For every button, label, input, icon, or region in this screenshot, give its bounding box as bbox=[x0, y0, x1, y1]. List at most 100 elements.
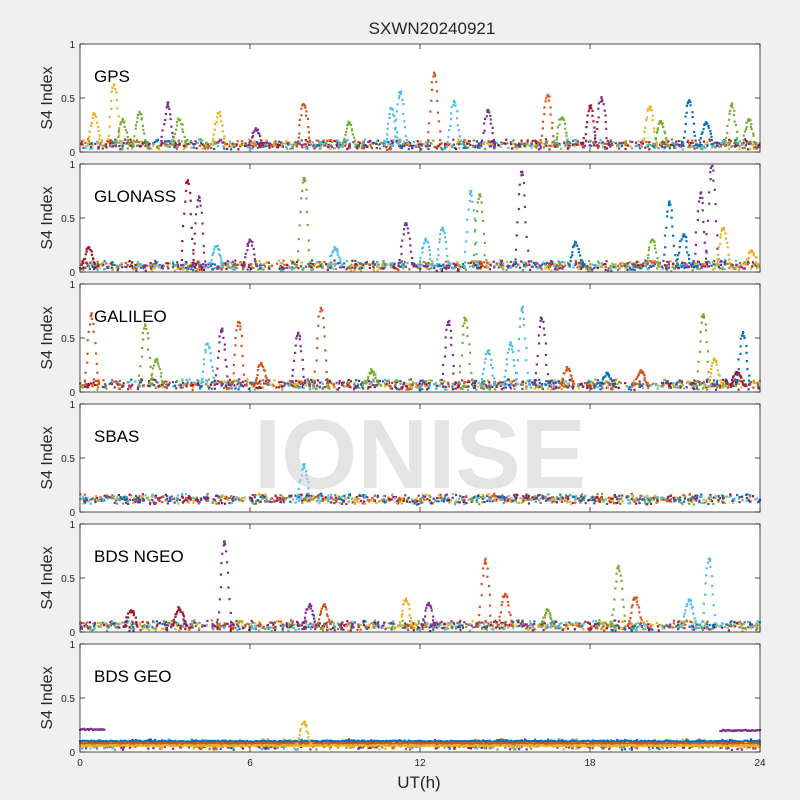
data-point bbox=[223, 380, 226, 383]
data-point bbox=[330, 145, 334, 148]
data-point bbox=[641, 386, 644, 389]
data-point bbox=[714, 388, 717, 391]
data-point bbox=[117, 115, 120, 118]
data-point bbox=[651, 114, 654, 117]
data-point bbox=[310, 268, 313, 271]
data-point bbox=[181, 378, 184, 381]
data-point bbox=[379, 267, 382, 270]
data-point bbox=[744, 144, 747, 147]
data-point bbox=[261, 139, 264, 142]
data-point bbox=[206, 385, 209, 388]
data-point bbox=[96, 263, 99, 266]
data-point bbox=[131, 143, 134, 146]
data-point bbox=[752, 140, 755, 144]
data-point bbox=[387, 379, 390, 382]
data-point bbox=[553, 268, 556, 271]
data-point bbox=[642, 370, 645, 373]
data-point bbox=[300, 139, 303, 142]
data-point bbox=[544, 100, 547, 103]
data-point bbox=[526, 139, 529, 142]
data-point bbox=[701, 314, 704, 317]
data-point bbox=[84, 253, 87, 256]
data-point bbox=[700, 145, 703, 148]
data-point bbox=[302, 368, 305, 371]
data-point bbox=[256, 374, 259, 377]
data-point bbox=[179, 383, 182, 386]
data-point bbox=[584, 133, 587, 136]
data-point bbox=[731, 382, 734, 385]
data-point bbox=[589, 383, 593, 386]
data-point bbox=[482, 367, 485, 371]
data-point bbox=[571, 387, 575, 390]
data-point bbox=[186, 143, 189, 146]
data-point bbox=[467, 140, 470, 143]
data-point bbox=[306, 117, 309, 120]
data-point bbox=[337, 146, 341, 150]
data-point bbox=[614, 141, 617, 145]
data-point bbox=[497, 382, 500, 385]
data-point bbox=[734, 143, 737, 146]
constellation-label: GPS bbox=[94, 67, 130, 86]
data-point bbox=[88, 267, 91, 270]
data-point bbox=[661, 385, 664, 388]
data-point bbox=[509, 380, 512, 383]
data-point bbox=[674, 264, 678, 267]
data-point bbox=[375, 147, 378, 150]
data-point bbox=[195, 147, 198, 150]
data-point bbox=[251, 135, 255, 138]
data-point bbox=[299, 381, 302, 384]
data-point bbox=[369, 145, 372, 148]
data-point bbox=[739, 145, 742, 148]
data-point bbox=[385, 146, 388, 149]
data-point bbox=[521, 311, 524, 314]
data-point bbox=[449, 124, 452, 128]
data-point bbox=[730, 103, 733, 106]
data-point bbox=[489, 114, 492, 117]
data-point bbox=[178, 498, 181, 501]
data-point bbox=[745, 351, 748, 354]
data-point bbox=[201, 147, 204, 150]
data-point bbox=[149, 262, 152, 265]
data-point bbox=[242, 142, 245, 145]
data-point bbox=[558, 123, 561, 126]
data-point bbox=[500, 383, 503, 386]
y-tick-label: 0 bbox=[69, 148, 75, 159]
data-point bbox=[140, 263, 143, 266]
data-point bbox=[738, 266, 741, 269]
data-point bbox=[377, 143, 380, 147]
data-point bbox=[128, 260, 131, 263]
data-point bbox=[705, 251, 708, 254]
data-point bbox=[164, 118, 167, 122]
data-point bbox=[691, 269, 694, 272]
data-point bbox=[728, 141, 731, 144]
data-point bbox=[211, 268, 214, 271]
data-point bbox=[702, 140, 706, 143]
data-point bbox=[439, 139, 442, 142]
data-point bbox=[480, 377, 483, 381]
data-point bbox=[505, 138, 508, 141]
data-point bbox=[666, 381, 669, 385]
data-point bbox=[129, 387, 133, 390]
data-point bbox=[743, 337, 746, 340]
data-point bbox=[161, 129, 164, 132]
data-point bbox=[648, 105, 651, 108]
data-point bbox=[377, 139, 380, 142]
data-point bbox=[440, 269, 443, 272]
data-point bbox=[331, 263, 335, 266]
data-point bbox=[606, 147, 609, 150]
data-point bbox=[88, 143, 91, 146]
data-point bbox=[148, 380, 151, 383]
data-point bbox=[744, 263, 747, 266]
data-point bbox=[731, 380, 734, 383]
data-point bbox=[485, 386, 489, 390]
data-point bbox=[144, 267, 147, 270]
data-point bbox=[429, 253, 432, 256]
data-point bbox=[731, 378, 734, 381]
data-point bbox=[545, 97, 548, 100]
data-point bbox=[661, 142, 664, 145]
data-point bbox=[194, 140, 197, 143]
data-point bbox=[661, 146, 664, 149]
data-point bbox=[609, 139, 612, 142]
data-point bbox=[417, 146, 420, 149]
data-point bbox=[505, 260, 509, 263]
